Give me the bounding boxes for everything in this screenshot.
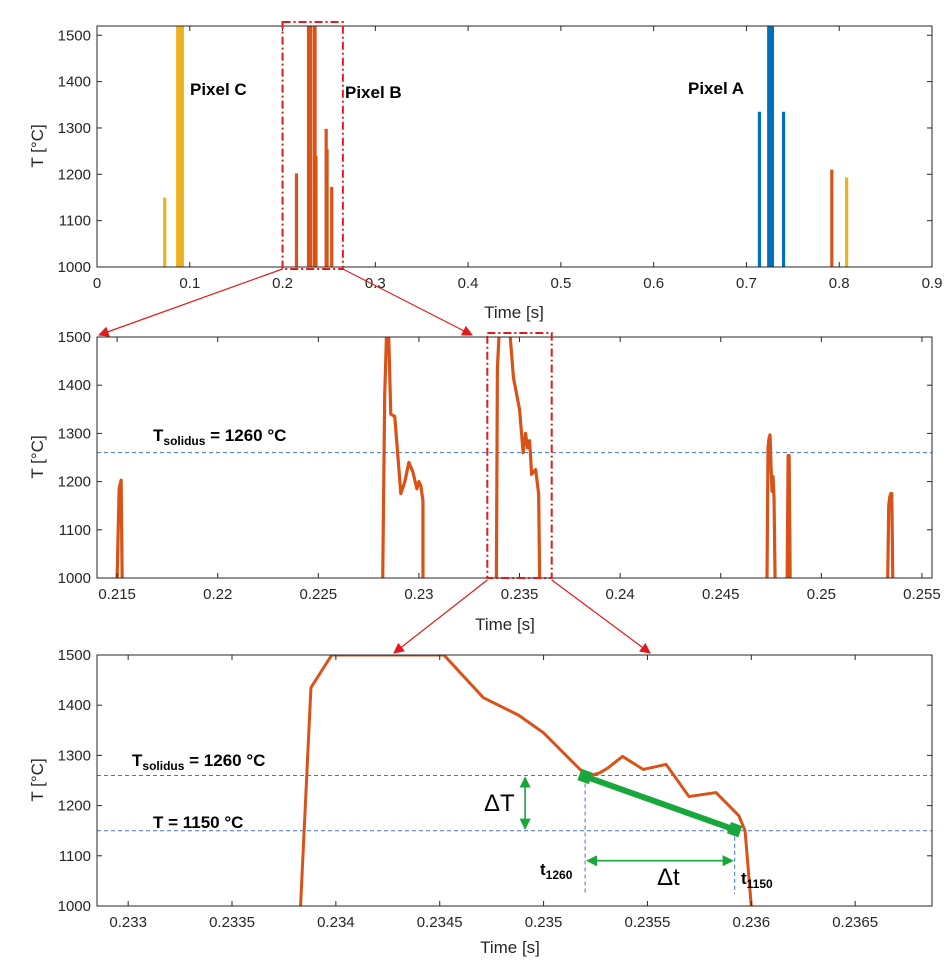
x-tick-label: 0.215: [98, 586, 136, 603]
middle-ticks: 0.215 0.22 0.225 0.23 0.235 0.24 0.245 0.25 0.25…: [58, 329, 941, 603]
x-tick-label: 0.23: [404, 586, 433, 603]
y-tick-label: 1500: [58, 647, 91, 664]
x-tick-label: 0.22: [203, 586, 232, 603]
top-to-middle-connector-right: [342, 268, 473, 336]
middle-axes-box: [96, 336, 933, 579]
x-tick-label: 0.2345: [417, 914, 463, 931]
annotation-pixel-a: Pixel A: [688, 79, 744, 98]
x-tick-label: 0.9: [922, 275, 943, 292]
temperature-trace-segment: [785, 453, 792, 578]
panel-middle: 0.215 0.22 0.225 0.23 0.235 0.24 0.245 0.25 0.25…: [28, 329, 941, 634]
middle-solidus-label: Tsolidus = 1260 °C: [153, 426, 286, 448]
middle-zoom-box: [486, 332, 553, 579]
temperature-trace-segment: [381, 337, 425, 578]
middle-ylabel: T [°C]: [28, 435, 47, 478]
bottom-xlabel: Time [s]: [480, 938, 540, 957]
x-tick-label: 0.4: [458, 275, 479, 292]
x-tick-label: 0.255: [903, 586, 941, 603]
cooling-start-marker: [577, 768, 593, 785]
x-tick-label: 0.225: [300, 586, 338, 603]
x-tick-label: 0.235: [501, 586, 539, 603]
y-tick-label: 1400: [58, 697, 91, 714]
x-tick-label: 0.5: [550, 275, 571, 292]
annotation-pixel-b: Pixel B: [345, 83, 402, 102]
x-tick-label: 0.2: [272, 275, 293, 292]
y-tick-label: 1200: [58, 798, 91, 815]
x-tick-label: 0.1: [179, 275, 200, 292]
cooling-end-marker: [726, 822, 743, 838]
top-to-middle-connector-left: [97, 268, 283, 337]
y-tick-label: 1300: [58, 425, 91, 442]
x-tick-label: 0.245: [702, 586, 740, 603]
y-tick-label: 1200: [58, 474, 91, 491]
x-tick-label: 0.24: [606, 586, 635, 603]
temperature-trace-segment: [886, 492, 895, 578]
bottom-1150-label: T = 1150 °C: [153, 813, 243, 832]
x-tick-label: 0.8: [829, 275, 850, 292]
top-ylabel: T [°C]: [28, 124, 47, 167]
y-tick-label: 1000: [58, 898, 91, 915]
top-axes-box: [96, 25, 933, 268]
top-ticks: 0 0.1 0.2 0.3 0.4 0.5 0.6 0.7 0.8 0.9100011001200…: [58, 26, 943, 292]
delta-t-label: Δt: [657, 864, 680, 891]
middle-plot-area: [97, 337, 932, 578]
x-tick-label: 0.233: [109, 914, 147, 931]
x-tick-label: 0.6: [643, 275, 664, 292]
x-tick-label: 0.236: [733, 914, 771, 931]
zoom-layer: [97, 21, 651, 654]
t1150-label: t1150: [741, 869, 773, 891]
y-tick-label: 1000: [58, 259, 91, 276]
temperature-trace-segment: [765, 433, 777, 578]
x-tick-label: 0.2355: [624, 914, 670, 931]
middle-xlabel: Time [s]: [475, 615, 535, 634]
middle-to-bottom-connector-left: [393, 579, 488, 654]
annotation-pixel-c: Pixel C: [190, 80, 247, 99]
bottom-axes-box: [96, 654, 933, 907]
temperature-trace-segment: [494, 337, 542, 578]
y-tick-label: 1100: [59, 848, 91, 865]
top-series-group: [163, 26, 849, 267]
y-tick-label: 1300: [58, 120, 91, 137]
top-plot-area: [163, 26, 849, 267]
x-tick-label: 0.235: [525, 914, 563, 931]
temperature-trace: [299, 655, 753, 906]
y-tick-label: 1400: [58, 377, 91, 394]
x-tick-label: 0.7: [736, 275, 757, 292]
x-tick-label: 0.2365: [832, 914, 878, 931]
y-tick-label: 1100: [59, 522, 91, 539]
y-tick-label: 1100: [59, 213, 91, 230]
y-tick-label: 1000: [58, 570, 91, 587]
x-tick-label: 0: [93, 275, 101, 292]
y-tick-label: 1500: [58, 27, 91, 44]
bottom-series-group: [97, 655, 932, 906]
panel-bottom: 0.233 0.2335 0.234 0.2345 0.235 0.2355 0.236 0.…: [28, 647, 933, 957]
x-tick-label: 0.25: [807, 586, 836, 603]
bottom-solidus-label: Tsolidus = 1260 °C: [132, 751, 265, 773]
top-xlabel: Time [s]: [484, 303, 544, 322]
delta-T-label: ΔT: [484, 790, 515, 817]
panel-top: 0 0.1 0.2 0.3 0.4 0.5 0.6 0.7 0.8 0.9100011001200…: [28, 25, 943, 322]
x-tick-label: 0.2335: [209, 914, 255, 931]
y-tick-label: 1300: [58, 747, 91, 764]
cooling-rate-segment: [584, 773, 736, 833]
bottom-ylabel: T [°C]: [28, 758, 47, 801]
middle-to-bottom-connector-right: [551, 579, 651, 654]
bottom-ticks: 0.233 0.2335 0.234 0.2345 0.235 0.2355 0.236 0.…: [58, 647, 932, 931]
top-zoom-box: [281, 21, 344, 270]
y-tick-label: 1500: [58, 329, 91, 346]
bottom-plot-area: [97, 655, 932, 906]
temperature-trace-segment: [115, 478, 124, 578]
middle-series-group: [97, 337, 932, 578]
t1260-label: t1260: [540, 860, 573, 882]
x-tick-label: 0.234: [317, 914, 355, 931]
y-tick-label: 1200: [58, 166, 91, 183]
y-tick-label: 1400: [58, 74, 91, 91]
